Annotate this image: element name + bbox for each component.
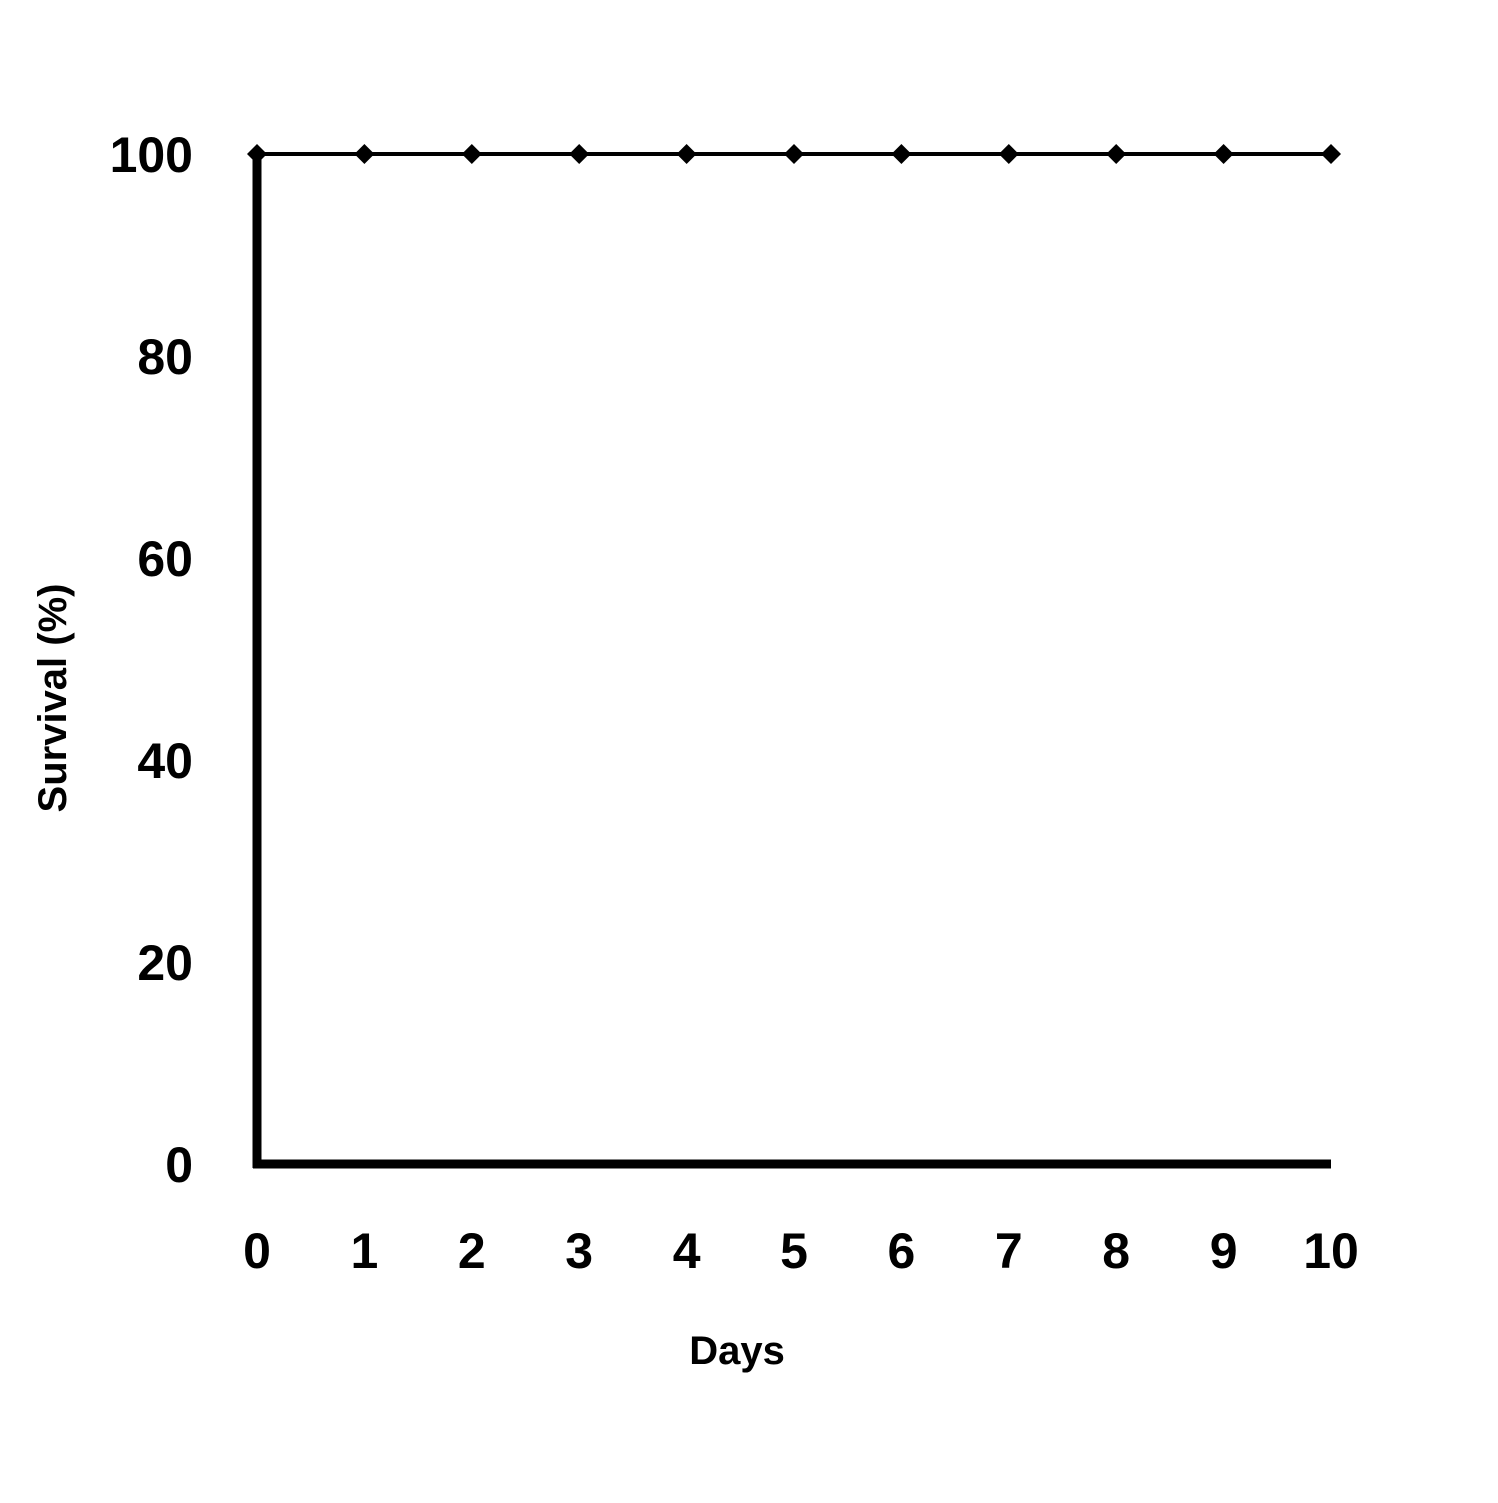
x-tick-label: 4: [673, 1223, 701, 1279]
data-point-marker: [569, 144, 590, 164]
data-point-marker: [891, 144, 912, 164]
x-tick-label: 10: [1303, 1223, 1359, 1279]
x-tick-label: 5: [780, 1223, 808, 1279]
y-tick-label: 80: [137, 329, 193, 385]
data-point-marker: [676, 144, 697, 164]
y-tick-label: 60: [137, 531, 193, 587]
y-tick-label: 40: [137, 733, 193, 789]
x-tick-label: 2: [458, 1223, 486, 1279]
x-tick-labels: 0 1 2 3 4 5 6 7 8 9 10: [243, 1223, 1359, 1279]
data-point-marker: [461, 144, 482, 164]
y-tick-label: 0: [165, 1137, 193, 1193]
x-tick-label: 8: [1102, 1223, 1130, 1279]
data-point-marker: [998, 144, 1019, 164]
data-point-marker: [354, 144, 375, 164]
x-tick-label: 1: [350, 1223, 378, 1279]
y-axis-title: Survival (%): [31, 584, 75, 813]
x-tick-label: 6: [887, 1223, 915, 1279]
data-point-marker: [784, 144, 804, 164]
x-axis-title: Days: [689, 1329, 785, 1373]
series-group: [247, 144, 1341, 164]
x-tick-label: 7: [995, 1223, 1023, 1279]
data-point-marker: [247, 144, 267, 164]
y-tick-label: 20: [137, 935, 193, 991]
data-point-marker: [1321, 144, 1341, 164]
y-tick-label: 100: [110, 127, 193, 183]
x-tick-label: 3: [565, 1223, 593, 1279]
data-point-marker: [1106, 144, 1127, 164]
x-tick-label: 9: [1210, 1223, 1238, 1279]
y-tick-labels: 0 20 40 60 80 100: [110, 127, 193, 1193]
data-point-marker: [1213, 144, 1234, 164]
x-tick-label: 0: [243, 1223, 271, 1279]
